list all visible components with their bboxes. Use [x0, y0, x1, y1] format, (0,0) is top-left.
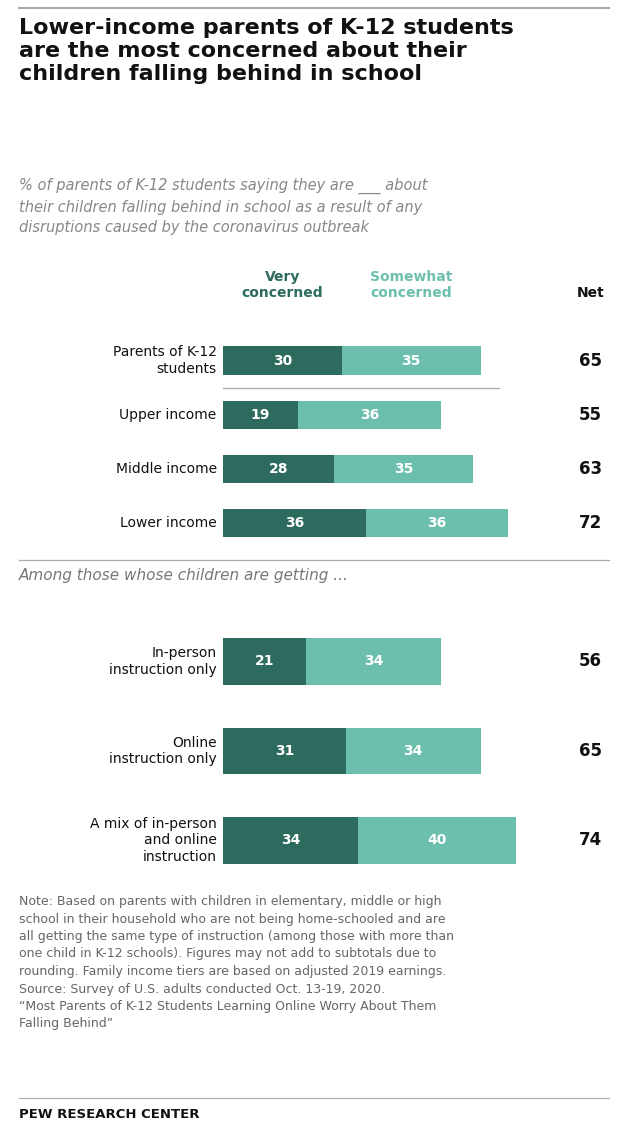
Text: Among those whose children are getting ...: Among those whose children are getting .…: [19, 568, 349, 584]
Text: 56: 56: [579, 652, 602, 670]
Text: Upper income: Upper income: [119, 408, 217, 421]
Text: 34: 34: [281, 834, 300, 847]
Bar: [334, 455, 473, 483]
Text: 65: 65: [579, 742, 602, 759]
Text: 55: 55: [579, 405, 602, 424]
Bar: [365, 509, 509, 538]
Text: 63: 63: [579, 460, 602, 478]
Text: PEW RESEARCH CENTER: PEW RESEARCH CENTER: [19, 1108, 199, 1121]
Bar: [346, 727, 480, 774]
Text: Middle income: Middle income: [116, 463, 217, 476]
Text: 40: 40: [427, 834, 447, 847]
Bar: [358, 817, 516, 863]
Text: 21: 21: [255, 654, 274, 668]
Bar: [223, 817, 358, 863]
Bar: [223, 455, 334, 483]
Text: Somewhat
concerned: Somewhat concerned: [370, 270, 452, 300]
Text: 34: 34: [364, 654, 383, 668]
Text: 19: 19: [251, 408, 270, 421]
Text: Note: Based on parents with children in elementary, middle or high
school in the: Note: Based on parents with children in …: [19, 895, 454, 1030]
Text: Lower-income parents of K-12 students
are the most concerned about their
childre: Lower-income parents of K-12 students ar…: [19, 18, 514, 85]
Text: 35: 35: [401, 354, 421, 368]
Text: Net: Net: [577, 286, 604, 300]
Text: 28: 28: [269, 463, 288, 476]
Bar: [223, 401, 298, 429]
Bar: [223, 727, 346, 774]
Bar: [223, 638, 306, 685]
Text: 30: 30: [273, 354, 292, 368]
Text: 35: 35: [394, 463, 413, 476]
Text: 74: 74: [578, 831, 602, 850]
Text: Lower income: Lower income: [120, 516, 217, 530]
Text: A mix of in-person
and online
instruction: A mix of in-person and online instructio…: [90, 818, 217, 863]
Text: Online
instruction only: Online instruction only: [109, 735, 217, 766]
Bar: [306, 638, 441, 685]
Text: 34: 34: [404, 743, 423, 758]
Text: 36: 36: [284, 516, 304, 530]
Text: 31: 31: [274, 743, 294, 758]
Bar: [298, 401, 441, 429]
Text: % of parents of K-12 students saying they are ___ about
their children falling b: % of parents of K-12 students saying the…: [19, 178, 427, 235]
Text: Very
concerned: Very concerned: [242, 270, 323, 300]
Text: 65: 65: [579, 352, 602, 370]
Text: 72: 72: [578, 514, 602, 532]
Text: 36: 36: [428, 516, 447, 530]
Bar: [342, 346, 480, 375]
Text: Parents of K-12
students: Parents of K-12 students: [112, 346, 217, 376]
Text: 36: 36: [360, 408, 379, 421]
Bar: [223, 509, 365, 538]
Bar: [223, 346, 342, 375]
Text: In-person
instruction only: In-person instruction only: [109, 646, 217, 676]
